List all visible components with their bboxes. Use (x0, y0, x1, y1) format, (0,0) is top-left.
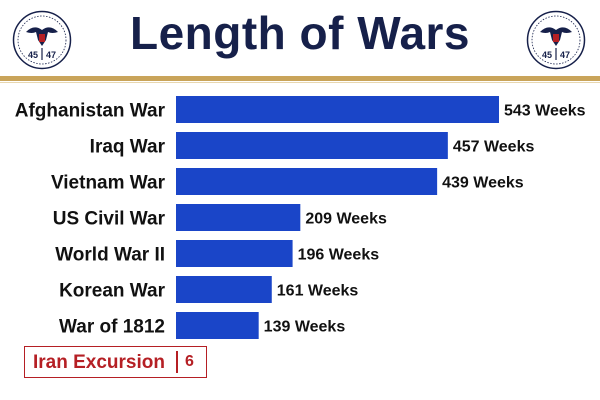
bar (176, 96, 499, 123)
iran-callout-divider (176, 351, 178, 373)
bar (176, 312, 259, 339)
value-label: 439 Weeks (442, 175, 524, 192)
seal-text-right: 47 (46, 50, 56, 60)
value-label: 139 Weeks (264, 319, 346, 336)
value-label: 161 Weeks (277, 283, 359, 300)
presidential-seal-icon: 45 47 (12, 10, 72, 70)
value-label: 543 Weeks (504, 103, 586, 120)
bar (176, 132, 448, 159)
value-label: 209 Weeks (305, 211, 387, 228)
bar-chart: Afghanistan War 543 Weeks Iraq War 457 Week… (15, 96, 586, 339)
header: 45 47 Length of Wars 45 47 (0, 0, 600, 78)
category-label: Afghanistan War (15, 101, 166, 122)
category-label: Korean War (59, 281, 166, 302)
bar (176, 276, 272, 303)
category-label: World War II (55, 245, 165, 266)
bar (176, 204, 301, 231)
seal-text-left: 45 (28, 50, 38, 60)
category-label: Iraq War (90, 137, 166, 158)
bar (176, 168, 438, 195)
gold-divider (0, 76, 600, 81)
page-title: Length of Wars (129, 7, 471, 59)
value-label: 457 Weeks (453, 139, 535, 156)
iran-callout-value: 6 (185, 353, 194, 370)
gold-divider-thin (0, 82, 600, 83)
bar (176, 240, 293, 267)
iran-callout-label: Iran Excursion (33, 352, 165, 373)
category-label: Vietnam War (51, 173, 166, 194)
presidential-seal-icon: 45 47 (526, 10, 586, 70)
category-label: US Civil War (53, 209, 166, 230)
category-label: War of 1812 (59, 317, 165, 338)
value-label: 196 Weeks (298, 247, 380, 264)
seal-text-left: 45 (542, 50, 552, 60)
seal-text-right: 47 (560, 50, 570, 60)
iran-callout: Iran Excursion 6 (24, 346, 207, 378)
